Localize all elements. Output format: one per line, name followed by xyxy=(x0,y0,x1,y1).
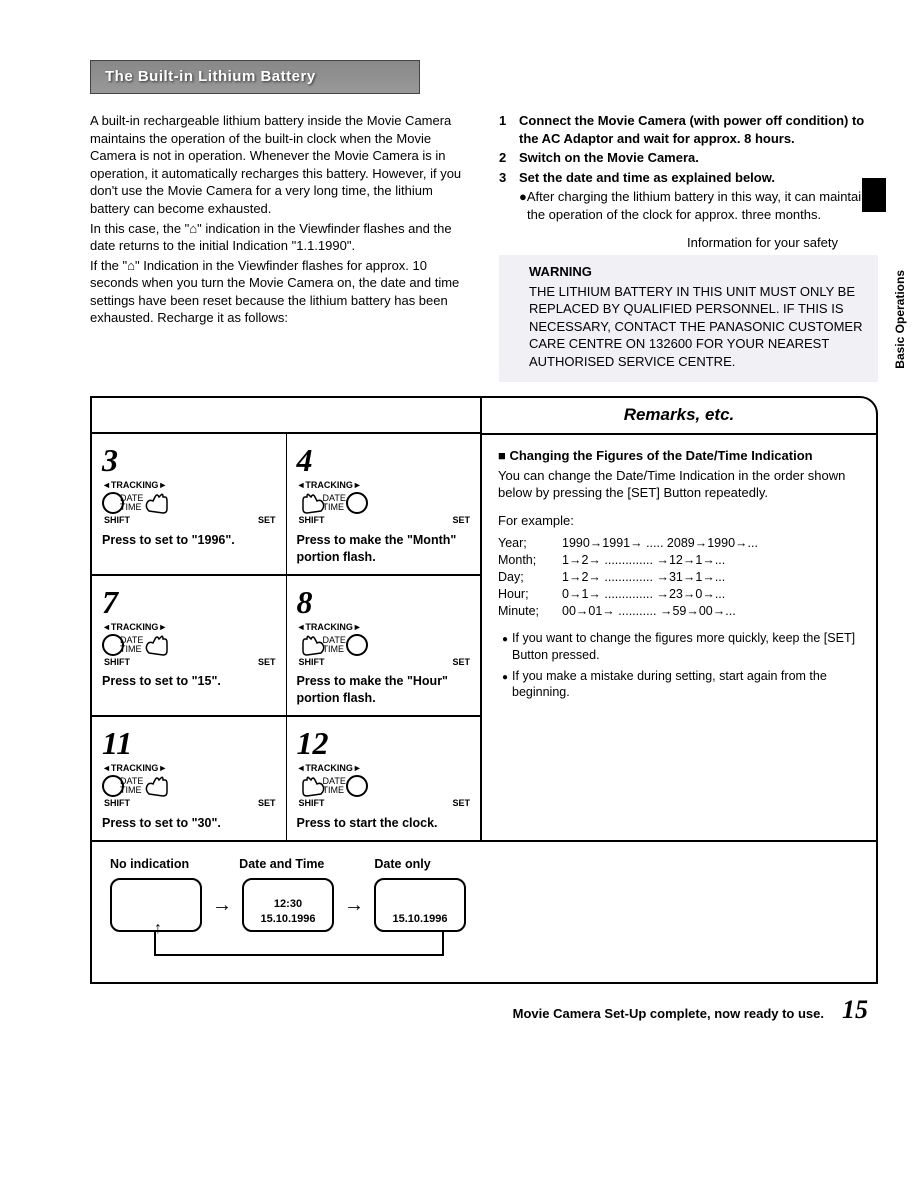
edge-marker xyxy=(862,178,886,212)
intro-columns: A built-in rechargeable lithium battery … xyxy=(90,112,878,382)
set-label: SET xyxy=(258,515,276,526)
mode-label: Date and Time xyxy=(239,856,324,873)
seq-key: Day; xyxy=(498,569,562,586)
arrow-icon: → xyxy=(344,892,364,919)
remarks-intro: You can change the Date/Time Indication … xyxy=(498,467,860,502)
step-text: Switch on the Movie Camera. xyxy=(519,149,699,167)
step-caption: Press to set to "30". xyxy=(102,815,278,832)
shift-button-icon xyxy=(102,634,124,656)
step-caption: Press to make the "Hour" portion flash. xyxy=(297,673,473,707)
button-diagram: ◄TRACKING► DATETIME SHIFTSET xyxy=(297,622,473,668)
set-button-icon xyxy=(346,492,368,514)
step-caption: Press to make the "Month" portion flash. xyxy=(297,532,473,566)
mode-label: No indication xyxy=(110,856,189,873)
recharge-steps: 1Connect the Movie Camera (with power of… xyxy=(499,112,878,186)
button-diagram: ◄TRACKING► DATETIME SHIFTSET xyxy=(297,480,473,526)
remarks-column: Remarks, etc. Changing the Figures of th… xyxy=(482,398,876,839)
step-cell-4: 4 ◄TRACKING► DATETIME SHIFTSET Pre xyxy=(286,434,481,573)
section-side-tab: Basic Operations xyxy=(892,270,908,369)
intro-p2: In this case, the "⌂" indication in the … xyxy=(90,220,469,255)
intro-right: 1Connect the Movie Camera (with power of… xyxy=(499,112,878,382)
step-number: 4 xyxy=(297,444,473,476)
seq-val: 1→2→ .............. →12→1→... xyxy=(562,552,725,569)
step-number: 11 xyxy=(102,727,278,759)
mode-box-datetime: 12:30 15.10.1996 xyxy=(242,878,334,932)
seq-key: Year; xyxy=(498,535,562,552)
shift-button-icon xyxy=(102,492,124,514)
step-grid: 3 ◄TRACKING► DATETIME SHIFTSET Pre xyxy=(92,398,482,839)
seq-val: 1→2→ .............. →31→1→... xyxy=(562,569,725,586)
seq-key: Minute; xyxy=(498,603,562,620)
step-cell-8: 8 ◄TRACKING► DATETIME SHIFTSET Pre xyxy=(286,576,481,715)
page-footer: Movie Camera Set-Up complete, now ready … xyxy=(90,992,878,1027)
seq-key: Month; xyxy=(498,552,562,569)
step-caption: Press to set to "1996". xyxy=(102,532,278,549)
tip-item: If you make a mistake during setting, st… xyxy=(498,668,860,702)
intro-left: A built-in rechargeable lithium battery … xyxy=(90,112,469,382)
mode-box-line: 15.10.1996 xyxy=(392,912,447,927)
footer-text: Movie Camera Set-Up complete, now ready … xyxy=(513,1005,824,1023)
seq-val: 1990→1991→ ..... 2089→1990→... xyxy=(562,535,758,552)
seq-val: 0→1→ .............. →23→0→... xyxy=(562,586,725,603)
loop-arrow-icon: ↑ xyxy=(154,918,162,940)
display-modes-strip: No indication Date and Time Date only → … xyxy=(92,840,876,983)
mode-box-line: 15.10.1996 xyxy=(260,912,315,927)
step-cell-11: 11 ◄TRACKING► DATETIME SHIFTSET Pr xyxy=(92,717,286,839)
seq-val: 00→01→ ........... →59→00→... xyxy=(562,603,736,620)
intro-p3: If the "⌂" Indication in the Viewfinder … xyxy=(90,257,469,327)
press-hand-icon xyxy=(143,491,173,515)
step-text: Set the date and time as explained below… xyxy=(519,169,775,187)
manual-page: Basic Operations The Built-in Lithium Ba… xyxy=(0,0,918,1057)
press-hand-icon xyxy=(143,633,173,657)
shift-label: SHIFT xyxy=(104,515,130,526)
remarks-tips: If you want to change the figures more q… xyxy=(498,630,860,702)
button-diagram: ◄TRACKING► DATETIME SHIFTSET xyxy=(297,763,473,809)
mode-label: Date only xyxy=(374,856,430,873)
intro-p1: A built-in rechargeable lithium battery … xyxy=(90,112,469,217)
step-number: 3 xyxy=(102,444,278,476)
step-number: 12 xyxy=(297,727,473,759)
press-hand-icon xyxy=(297,774,327,798)
step-cell-12: 12 ◄TRACKING► DATETIME SHIFTSET Pr xyxy=(286,717,481,839)
tracking-label: ◄TRACKING► xyxy=(102,480,167,491)
step-num: 3 xyxy=(499,169,519,187)
mode-box-line: 12:30 xyxy=(274,897,302,912)
step-number: 8 xyxy=(297,586,473,618)
info-safety-label: Information for your safety xyxy=(499,234,838,252)
step-text: Connect the Movie Camera (with power off… xyxy=(519,112,878,147)
step-note: ●After charging the lithium battery in t… xyxy=(499,188,878,223)
warning-body: THE LITHIUM BATTERY IN THIS UNIT MUST ON… xyxy=(529,283,866,371)
step-note-text: After charging the lithium battery in th… xyxy=(527,189,869,222)
example-label: For example: xyxy=(498,512,860,530)
step-cell-3: 3 ◄TRACKING► DATETIME SHIFTSET Pre xyxy=(92,434,286,573)
button-diagram: ◄TRACKING► DATETIME SHIFTSET xyxy=(102,480,278,526)
press-hand-icon xyxy=(297,633,327,657)
press-hand-icon xyxy=(143,774,173,798)
step-num: 1 xyxy=(499,112,519,147)
loop-line: ↑ xyxy=(154,932,444,956)
step-num: 2 xyxy=(499,149,519,167)
set-button-icon xyxy=(346,775,368,797)
step-caption: Press to start the clock. xyxy=(297,815,473,832)
step-caption: Press to set to "15". xyxy=(102,673,278,690)
step-number: 7 xyxy=(102,586,278,618)
section-heading: The Built-in Lithium Battery xyxy=(90,60,420,94)
remarks-subtitle: Changing the Figures of the Date/Time In… xyxy=(498,447,860,465)
page-number: 15 xyxy=(842,992,868,1027)
sequence-table: Year;1990→1991→ ..... 2089→1990→... Mont… xyxy=(498,535,860,619)
arrow-icon: → xyxy=(212,892,232,919)
procedure-table: 3 ◄TRACKING► DATETIME SHIFTSET Pre xyxy=(90,396,878,984)
set-button-icon xyxy=(346,634,368,656)
step-cell-7: 7 ◄TRACKING► DATETIME SHIFTSET Pre xyxy=(92,576,286,715)
shift-button-icon xyxy=(102,775,124,797)
tip-item: If you want to change the figures more q… xyxy=(498,630,860,664)
remarks-header: Remarks, etc. xyxy=(482,398,876,435)
button-diagram: ◄TRACKING► DATETIME SHIFTSET xyxy=(102,622,278,668)
warning-box: WARNING THE LITHIUM BATTERY IN THIS UNIT… xyxy=(499,255,878,382)
mode-box-dateonly: 15.10.1996 xyxy=(374,878,466,932)
press-hand-icon xyxy=(297,491,327,515)
button-diagram: ◄TRACKING► DATETIME SHIFTSET xyxy=(102,763,278,809)
seq-key: Hour; xyxy=(498,586,562,603)
warning-title: WARNING xyxy=(529,263,866,281)
